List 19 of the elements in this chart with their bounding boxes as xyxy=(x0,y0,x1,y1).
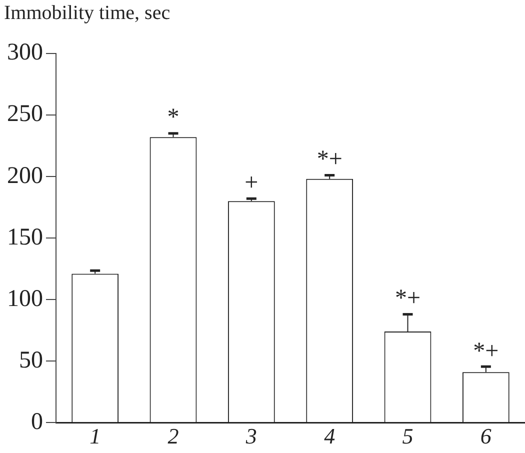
y-tick-label: 100 xyxy=(7,286,43,312)
annotation: *+ xyxy=(473,338,499,365)
y-tick-label: 250 xyxy=(7,101,43,128)
y-tick-label: 300 xyxy=(7,40,43,66)
annotation: *+ xyxy=(316,146,342,173)
annotation: + xyxy=(244,170,258,196)
x-tick-label: 4 xyxy=(324,424,336,449)
y-tick-label: 150 xyxy=(7,224,43,250)
x-tick-label: 3 xyxy=(244,424,257,449)
y-axis-title: Immobility time, sec xyxy=(4,2,170,25)
x-tick-label: 1 xyxy=(90,424,101,449)
y-tick-label: 0 xyxy=(31,408,43,435)
annotation: * xyxy=(167,104,180,131)
x-tick-label: 2 xyxy=(168,424,179,449)
x-tick-label: 5 xyxy=(402,424,414,449)
annotation: *+ xyxy=(394,286,421,312)
x-tick-label: 6 xyxy=(480,424,492,449)
y-tick-label: 200 xyxy=(7,162,43,189)
y-tick-label: 50 xyxy=(19,347,43,374)
